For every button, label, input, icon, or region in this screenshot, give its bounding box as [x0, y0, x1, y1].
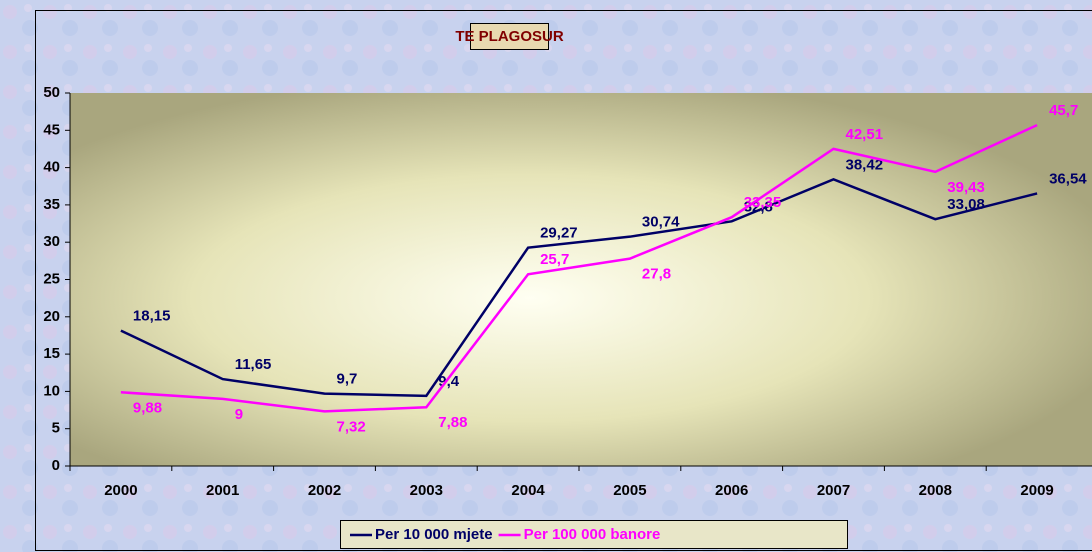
x-tick-label: 2003 [410, 482, 443, 499]
data-label: 38,42 [846, 156, 884, 173]
plot-area [70, 93, 1092, 466]
legend-box [340, 520, 848, 549]
chart-border [35, 10, 1092, 551]
y-tick-label: 25 [43, 270, 60, 287]
legend-label: Per 100 000 banore [524, 526, 661, 543]
series-line [120, 178, 1038, 398]
x-tick-label: 2001 [206, 482, 239, 499]
data-label: 33,35 [744, 194, 782, 211]
y-tick-label: 10 [43, 382, 60, 399]
data-label: 32,8 [744, 198, 773, 215]
y-tick-label: 15 [43, 345, 60, 362]
title-box [470, 23, 549, 50]
data-label: 42,51 [846, 126, 884, 143]
series-line [120, 123, 1038, 413]
x-tick-label: 2004 [511, 482, 545, 499]
data-label: 7,32 [337, 418, 366, 435]
x-tick-label: 2009 [1020, 482, 1053, 499]
y-tick-label: 45 [43, 121, 60, 138]
data-label: 9,7 [337, 371, 358, 388]
y-tick-label: 0 [52, 457, 60, 474]
x-tick-label: 2008 [919, 482, 952, 499]
data-label: 18,15 [133, 308, 171, 325]
data-label: 36,54 [1049, 170, 1087, 187]
x-tick-label: 2007 [817, 482, 850, 499]
y-tick-label: 30 [43, 233, 60, 250]
data-label: 45,7 [1049, 102, 1078, 119]
data-label: 30,74 [642, 214, 680, 231]
data-label: 25,7 [540, 251, 569, 268]
y-tick-label: 50 [43, 84, 60, 101]
data-label: 33,08 [947, 196, 985, 213]
data-label: 11,65 [235, 356, 272, 373]
chart-title: TE PLAGOSUR [455, 28, 564, 45]
data-label: 9,88 [133, 399, 162, 416]
data-label: 7,88 [438, 414, 467, 431]
data-label: 29,27 [540, 225, 578, 242]
y-tick-label: 35 [43, 196, 60, 213]
legend-label: Per 10 000 mjete [375, 526, 493, 543]
x-tick-label: 2005 [613, 482, 646, 499]
data-label: 39,43 [947, 179, 985, 196]
x-tick-label: 2002 [308, 482, 341, 499]
x-tick-label: 2006 [715, 482, 748, 499]
x-tick-label: 2000 [104, 482, 137, 499]
y-tick-label: 5 [52, 420, 60, 437]
data-label: 27,8 [642, 266, 671, 283]
data-label: 9 [235, 406, 243, 423]
y-tick-label: 20 [43, 308, 60, 325]
y-tick-label: 40 [43, 159, 60, 176]
